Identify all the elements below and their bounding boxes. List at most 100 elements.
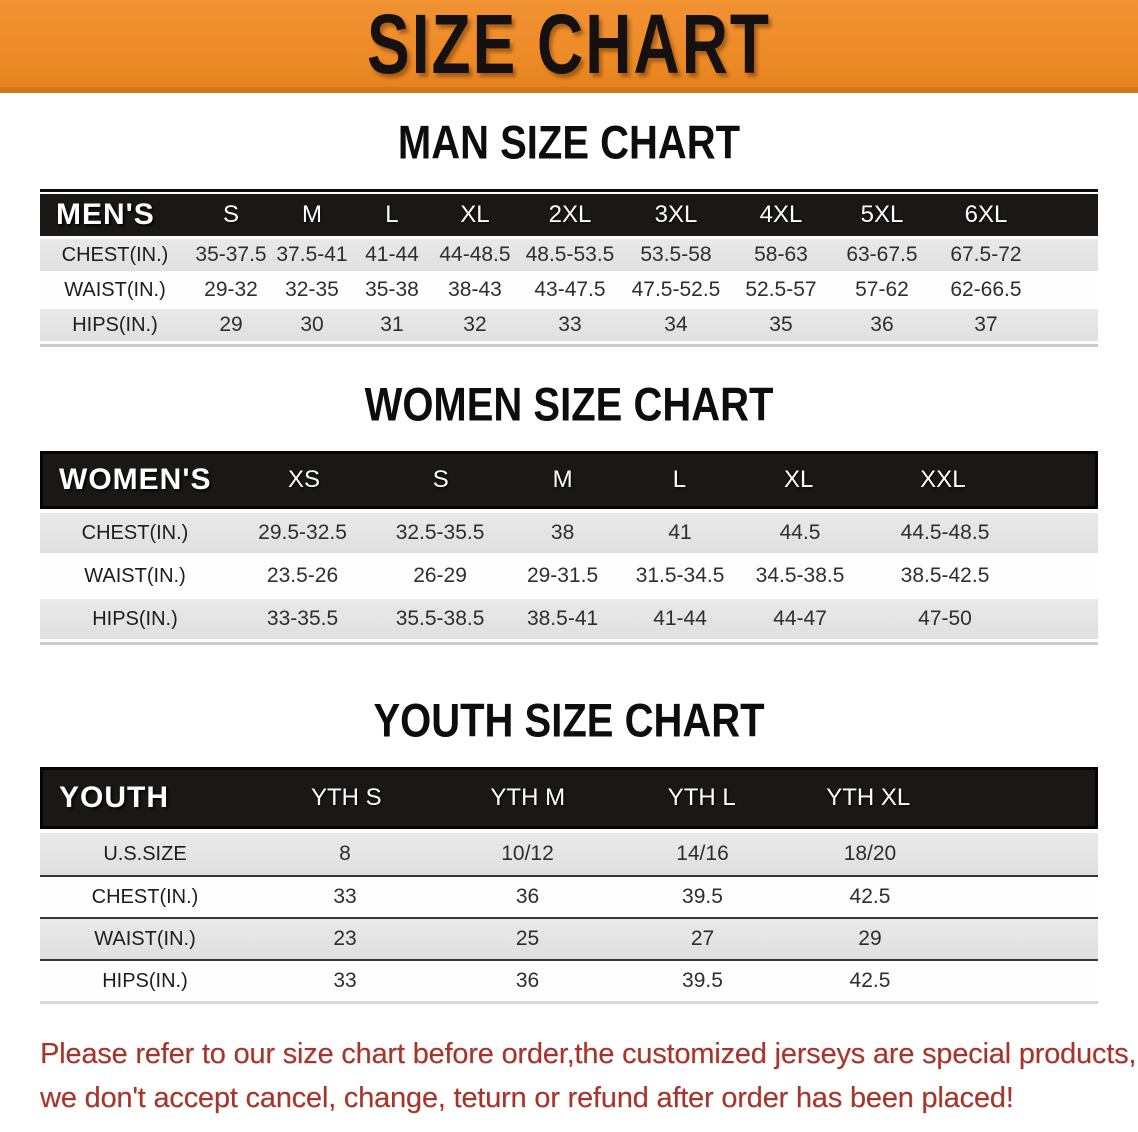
women-size-table: WOMEN'S XS S M L XL XXL CHEST(IN.) 29.5-32.5 32.5… [40,451,1098,645]
size-value-cell: 37.5-41 [276,243,348,266]
measurement-row: WAIST(IN.) 23 25 27 29 [40,917,1098,959]
size-value-cell: 43-47.5 [534,278,606,301]
size-value-cell: 32-35 [285,278,339,301]
size-value-cell: 35-37.5 [195,243,267,266]
banner: SIZE CHART [0,0,1138,93]
size-value-cell: 63-67.5 [846,243,918,266]
size-column-header: XL [784,466,814,493]
size-column-header: YTH L [667,784,736,811]
measurement-row: HIPS(IN.) 29 30 31 32 33 34 35 36 37 [40,309,1098,341]
size-value-cell: 38.5-42.5 [900,564,990,587]
size-column-header: M [301,201,322,228]
size-value-cell: 47-50 [918,607,972,630]
measurement-row: WAIST(IN.) 23.5-26 26-29 29-31.5 31.5-34.5 34… [40,556,1098,596]
size-value-cell: 36 [515,969,540,992]
size-value-cell: 35.5-38.5 [395,607,485,630]
size-column-header: 2XL [548,201,592,228]
size-column-header: XXL [920,466,966,493]
size-value-cell: 34 [664,313,688,336]
section-title-men: MAN SIZE CHART [397,117,741,169]
section-title-youth: YOUTH SIZE CHART [373,695,765,747]
size-column-header: XL [460,201,490,228]
size-value-cell: 41-44 [365,243,419,266]
size-value-cell: 38 [550,521,575,544]
size-column-header: 3XL [654,201,698,228]
size-value-cell: 38-43 [448,278,502,301]
disclaimer-text: Please refer to our size chart before or… [40,1032,1138,1120]
size-column-header: 5XL [860,201,904,228]
size-value-cell: 52.5-57 [745,278,817,301]
row-label: WAIST(IN.) [94,927,196,950]
size-value-cell: 44-48.5 [439,243,511,266]
size-value-cell: 33 [333,969,357,992]
size-column-header: YTH XL [826,784,911,811]
size-value-cell: 30 [300,313,324,336]
size-value-cell: 29 [219,313,243,336]
disclaimer-line-2: we don't accept cancel, change, teturn o… [40,1082,1014,1114]
size-column-header: 4XL [759,201,803,228]
size-value-cell: 35 [769,313,793,336]
size-value-cell: 23.5-26 [266,564,339,587]
table-top-rule [40,189,1098,192]
size-value-cell: 57-62 [855,278,909,301]
size-value-cell: 47.5-52.5 [631,278,721,301]
size-column-header: S [223,201,240,228]
disclaimer-line-1: Please refer to our size chart before or… [40,1038,1137,1070]
size-value-cell: 36 [515,885,540,908]
size-value-cell: 29-31.5 [526,564,599,587]
measurement-row: HIPS(IN.) 33-35.5 35.5-38.5 38.5-41 41-44 44-… [40,599,1098,639]
size-value-cell: 33-35.5 [266,607,339,630]
row-label: HIPS(IN.) [102,969,188,992]
size-value-cell: 41 [668,521,692,544]
size-value-cell: 31.5-34.5 [635,564,725,587]
size-value-cell: 8 [339,842,351,865]
size-value-cell: 10/12 [501,842,554,865]
size-value-cell: 44-47 [773,607,827,630]
size-value-cell: 29-32 [204,278,258,301]
size-column-header: YTH S [310,784,382,811]
size-value-cell: 35-38 [365,278,419,301]
size-value-cell: 27 [690,927,715,950]
row-label: U.S.SIZE [103,842,187,865]
size-value-cell: 58-63 [754,243,808,266]
size-value-cell: 67.5-72 [950,243,1022,266]
size-value-cell: 44.5-48.5 [900,521,990,544]
measurement-row: CHEST(IN.) 35-37.5 37.5-41 41-44 44-48.5 48.5… [40,239,1098,271]
table-header-label: WOMEN'S [59,463,212,496]
size-value-cell: 53.5-58 [640,243,712,266]
size-column-header: L [672,466,687,493]
size-value-cell: 36 [870,313,894,336]
size-value-cell: 48.5-53.5 [525,243,615,266]
measurement-row: U.S.SIZE 8 10/12 14/16 18/20 [40,833,1098,875]
men-size-table: MEN'S S M L XL 2XL 3XL 4XL 5XL 6XL CHEST(IN.) 35-37… [40,189,1098,347]
size-value-cell: 25 [515,927,540,950]
size-value-cell: 37 [974,313,998,336]
size-value-cell: 29.5-32.5 [258,521,347,544]
size-value-cell: 26-29 [413,564,467,587]
size-value-cell: 31 [380,313,404,336]
table-header-row: WOMEN'S XS S M L XL XXL [40,451,1098,509]
row-label: HIPS(IN.) [92,607,178,630]
banner-title: SIZE CHART [367,0,771,92]
row-label: WAIST(IN.) [64,278,166,301]
table-header-label: MEN'S [56,198,155,231]
size-column-header: S [432,466,449,493]
row-label: CHEST(IN.) [91,885,199,908]
section-title-women: WOMEN SIZE CHART [364,379,774,431]
size-value-cell: 41-44 [653,607,707,630]
size-value-cell: 23 [333,927,357,950]
size-column-header: 6XL [964,201,1008,228]
table-header-row: MEN'S S M L XL 2XL 3XL 4XL 5XL 6XL [40,194,1098,236]
measurement-row: CHEST(IN.) 29.5-32.5 32.5-35.5 38 41 44.5 44.5… [40,513,1098,553]
size-value-cell: 29 [858,927,882,950]
measurement-row: WAIST(IN.) 29-32 32-35 35-38 38-43 43-47.5 47.… [40,274,1098,306]
size-column-header: XS [288,466,321,493]
measurement-row: HIPS(IN.) 33 36 39.5 42.5 [40,959,1098,1001]
size-column-header: L [385,201,399,228]
size-column-header: M [552,466,573,493]
row-label: HIPS(IN.) [72,313,158,336]
size-value-cell: 39.5 [682,885,723,908]
row-label: WAIST(IN.) [84,564,186,587]
size-value-cell: 62-66.5 [950,278,1022,301]
table-header-row: YOUTH YTH S YTH M YTH L YTH XL [40,767,1098,829]
